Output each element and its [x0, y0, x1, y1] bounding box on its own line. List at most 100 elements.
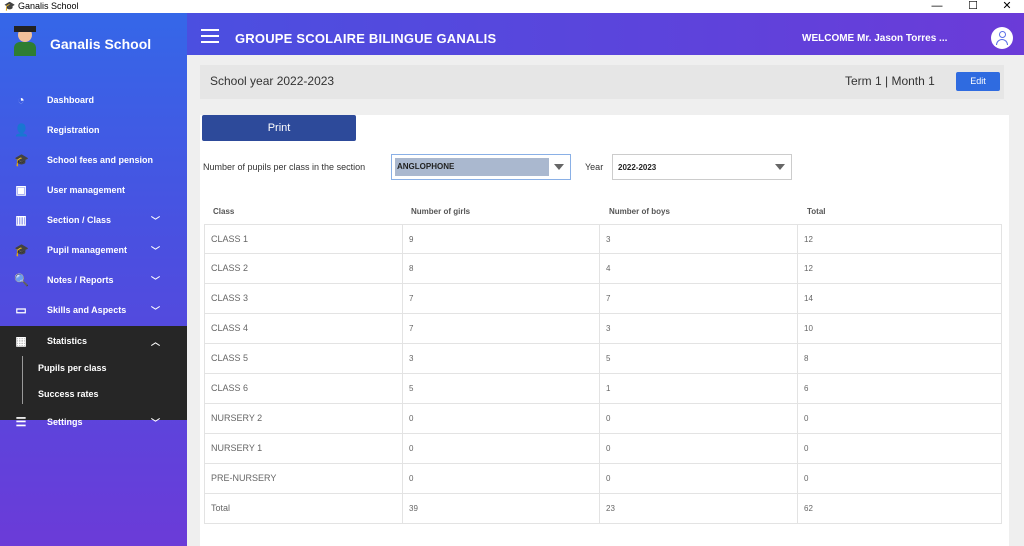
school-year-label: School year 2022-2023	[210, 74, 335, 88]
sidebar-item-settings[interactable]: ☰ Settings ﹀	[0, 407, 187, 437]
sidebar-item-label: Section / Class	[47, 215, 112, 225]
term-month-label: Term 1 | Month 1	[845, 74, 935, 88]
graduate-logo-icon	[12, 26, 38, 56]
year-select-value: 2022-2023	[618, 163, 657, 172]
sidebar-item-pupil-management[interactable]: 🎓 Pupil management ﹀	[0, 235, 187, 265]
sidebar-item-label: School fees and pension	[47, 155, 154, 165]
chevron-down-icon	[554, 164, 564, 170]
sidebar-item-label: Settings	[47, 417, 83, 427]
total-cell: 0	[797, 434, 1001, 463]
table-row: CLASS 1 9 3 12	[204, 224, 1002, 254]
class-cell: PRE-NURSERY	[211, 473, 277, 483]
table-row: Total 39 23 62	[204, 494, 1002, 524]
class-cell: Total	[211, 503, 231, 513]
chevron-down-icon: ﹀	[151, 216, 161, 226]
class-cell: CLASS 2	[211, 263, 249, 273]
maximize-button[interactable]: ☐	[968, 0, 978, 12]
page-title: GROUPE SCOLAIRE BILINGUE GANALIS	[235, 31, 497, 46]
dashboard-icon: ◔	[17, 93, 25, 107]
boys-cell: 1	[599, 374, 797, 403]
sidebar-item-label: Statistics	[47, 336, 88, 346]
girls-cell: 3	[402, 344, 599, 373]
year-filter-label: Year	[585, 162, 604, 172]
edit-button[interactable]: Edit	[956, 72, 1000, 91]
total-cell: 0	[797, 464, 1001, 493]
calendar-icon: ▭	[15, 303, 27, 317]
brand: Ganalis School	[0, 13, 187, 68]
chevron-down-icon	[775, 164, 785, 170]
welcome-text: WELCOME Mr. Jason Torres ...	[802, 33, 948, 44]
class-cell: CLASS 4	[211, 323, 249, 333]
class-cell: CLASS 6	[211, 383, 249, 393]
table-icon: ▦	[15, 334, 27, 348]
statistics-panel: Print Number of pupils per class in the …	[200, 115, 1009, 546]
report-search-icon: 🔍	[14, 273, 29, 287]
boys-cell: 0	[599, 404, 797, 433]
boys-cell: 3	[599, 314, 797, 343]
school-year-bar: School year 2022-2023 Term 1 | Month 1 E…	[200, 65, 1004, 99]
chevron-up-icon: ︿	[151, 337, 161, 347]
chevron-down-icon: ﹀	[151, 418, 161, 428]
boys-cell: 4	[599, 254, 797, 283]
sidebar-item-label: Skills and Aspects	[47, 305, 127, 315]
boys-cell: 5	[599, 344, 797, 373]
column-header-girls: Number of girls	[411, 207, 471, 216]
girls-cell: 39	[402, 494, 599, 523]
print-button[interactable]: Print	[202, 115, 356, 141]
settings-sliders-icon: ☰	[15, 415, 27, 429]
girls-cell: 0	[402, 404, 599, 433]
window-title: Ganalis School	[18, 1, 79, 11]
year-select[interactable]: 2022-2023	[612, 154, 792, 180]
class-cell: NURSERY 1	[211, 443, 263, 453]
minimize-button[interactable]: —	[931, 0, 943, 12]
close-button[interactable]: ✕	[1002, 0, 1012, 12]
total-cell: 0	[797, 404, 1001, 433]
sidebar-item-statistics[interactable]: ▦ Statistics ︿	[0, 326, 187, 356]
column-header-boys: Number of boys	[609, 207, 670, 216]
sidebar-item-label: Dashboard	[47, 95, 95, 105]
total-cell: 62	[797, 494, 1001, 523]
class-cell: CLASS 3	[211, 293, 249, 303]
statistics-menu-block: ▦ Statistics ︿ Pupils per class Success …	[0, 326, 187, 420]
submenu-line	[22, 356, 23, 404]
main-content: School year 2022-2023 Term 1 | Month 1 E…	[187, 55, 1024, 546]
girls-cell: 0	[402, 434, 599, 463]
sidebar-item-dashboard[interactable]: ◔ Dashboard	[0, 85, 187, 115]
section-select-value: ANGLOPHONE	[395, 158, 549, 176]
chevron-down-icon: ﹀	[151, 276, 161, 286]
sidebar-item-skills-aspects[interactable]: ▭ Skills and Aspects ﹀	[0, 295, 187, 325]
user-avatar-icon[interactable]	[991, 27, 1013, 49]
sidebar-subitem-success-rates[interactable]: Success rates	[38, 389, 99, 399]
sidebar-item-section-class[interactable]: ▥ Section / Class ﹀	[0, 205, 187, 235]
boys-cell: 0	[599, 464, 797, 493]
sidebar-item-user-management[interactable]: ▣ User management	[0, 175, 187, 205]
sidebar-item-notes-reports[interactable]: 🔍 Notes / Reports ﹀	[0, 265, 187, 295]
column-header-class: Class	[213, 207, 235, 216]
girls-cell: 7	[402, 314, 599, 343]
chevron-down-icon: ﹀	[151, 306, 161, 316]
girls-cell: 9	[402, 225, 599, 254]
sidebar: Ganalis School ◔ Dashboard 👤 Registratio…	[0, 13, 187, 546]
sidebar-subitem-pupils-per-class[interactable]: Pupils per class	[38, 363, 107, 373]
books-icon: ▥	[15, 213, 27, 227]
chevron-down-icon: ﹀	[151, 246, 161, 256]
girls-cell: 7	[402, 284, 599, 313]
sidebar-item-label: Registration	[47, 125, 100, 135]
girls-cell: 8	[402, 254, 599, 283]
app-logo-icon: 🎓	[4, 1, 16, 11]
total-cell: 12	[797, 225, 1001, 254]
student-icon: 🎓	[14, 243, 29, 257]
table-row: PRE-NURSERY 0 0 0	[204, 464, 1002, 494]
menu-toggle-icon[interactable]	[201, 29, 219, 43]
boys-cell: 23	[599, 494, 797, 523]
class-cell: CLASS 5	[211, 353, 249, 363]
table-row: CLASS 3 7 7 14	[204, 284, 1002, 314]
sidebar-item-registration[interactable]: 👤 Registration	[0, 115, 187, 145]
sidebar-item-school-fees[interactable]: 🎓 School fees and pension	[0, 145, 187, 175]
sidebar-item-label: User management	[47, 185, 126, 195]
class-cell: NURSERY 2	[211, 413, 263, 423]
section-select[interactable]: ANGLOPHONE	[391, 154, 571, 180]
